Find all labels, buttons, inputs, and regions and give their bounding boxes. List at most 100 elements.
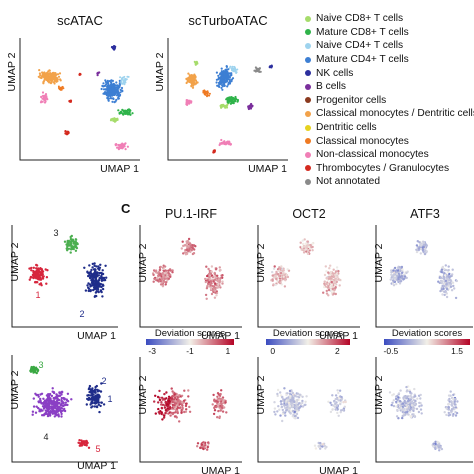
motif-point bbox=[273, 410, 276, 414]
cluster-point bbox=[70, 398, 73, 401]
motif-point bbox=[281, 396, 284, 399]
cluster-point bbox=[49, 411, 52, 415]
cluster-point bbox=[41, 405, 45, 408]
cluster-point bbox=[51, 390, 54, 393]
motif-point bbox=[289, 392, 292, 395]
motif-point bbox=[444, 279, 448, 283]
umap-point bbox=[101, 84, 104, 87]
umap-point bbox=[230, 96, 233, 99]
cluster-point bbox=[89, 289, 92, 293]
motif-point bbox=[210, 288, 213, 291]
motif-panel-axes bbox=[139, 357, 242, 463]
cluster-id-label: 4 bbox=[43, 432, 48, 442]
cluster-id-label: 5 bbox=[95, 444, 100, 454]
motif-title: OCT2 bbox=[292, 207, 325, 221]
legend-swatch bbox=[305, 178, 311, 185]
motif-point bbox=[395, 272, 399, 276]
motif-point bbox=[215, 267, 218, 270]
cluster-point bbox=[69, 251, 72, 254]
motif-point bbox=[216, 280, 220, 283]
motif-point bbox=[181, 400, 184, 404]
umap-point bbox=[222, 79, 225, 82]
umap-point bbox=[53, 76, 56, 79]
cluster-point bbox=[88, 390, 91, 394]
umap-point bbox=[121, 108, 124, 111]
motif-point bbox=[341, 408, 345, 412]
motif-panel-axes bbox=[257, 225, 360, 328]
cluster-point bbox=[62, 404, 65, 408]
cluster-point bbox=[102, 403, 106, 406]
cluster-point bbox=[87, 396, 91, 400]
motif-point bbox=[324, 265, 327, 268]
umap-point bbox=[222, 103, 225, 106]
umap-point bbox=[233, 98, 236, 101]
cluster-point bbox=[49, 407, 53, 410]
motif-point bbox=[215, 405, 218, 409]
motif-point bbox=[205, 287, 209, 290]
cell-type-legend: Naive CD8+ T cells Mature CD8+ T cells Nai… bbox=[305, 12, 474, 189]
cluster-point bbox=[87, 289, 90, 293]
umap-point bbox=[116, 87, 119, 90]
umap-point bbox=[217, 77, 220, 80]
motif-point bbox=[213, 290, 216, 293]
motif-point bbox=[417, 410, 421, 414]
motif-point bbox=[285, 408, 289, 411]
cluster-point bbox=[53, 404, 56, 407]
cluster-point bbox=[34, 392, 37, 395]
umap-point bbox=[224, 141, 227, 144]
umap-point bbox=[117, 95, 120, 98]
motif-point bbox=[392, 280, 395, 283]
umap-point bbox=[218, 83, 221, 86]
cluster-point bbox=[32, 276, 35, 280]
motif-point bbox=[165, 397, 168, 400]
cluster-point bbox=[66, 249, 69, 252]
motif-point bbox=[451, 401, 455, 404]
motif-point bbox=[209, 277, 212, 280]
umap-point bbox=[125, 78, 128, 81]
cluster-point bbox=[53, 415, 56, 418]
cluster-point bbox=[64, 401, 68, 404]
motif-point bbox=[157, 274, 160, 278]
motif-point bbox=[187, 245, 190, 248]
motif-point bbox=[296, 392, 299, 395]
motif-point bbox=[336, 397, 339, 401]
motif-point bbox=[213, 296, 217, 299]
legend-entry: Classical monocytes bbox=[305, 134, 474, 148]
motif-panel-axes bbox=[139, 225, 242, 328]
umap-point bbox=[231, 101, 234, 104]
umap-point bbox=[114, 100, 117, 103]
colorbar-tick: -1 bbox=[186, 346, 194, 356]
motif-point bbox=[276, 394, 279, 398]
motif-point bbox=[306, 244, 309, 247]
motif-point bbox=[449, 390, 452, 393]
cluster-point bbox=[84, 289, 88, 292]
motif-point bbox=[343, 405, 346, 408]
motif-point bbox=[329, 286, 332, 289]
motif-point bbox=[188, 410, 192, 413]
motif-point bbox=[211, 276, 215, 279]
cluster-id-label: 3 bbox=[38, 360, 43, 370]
umap-point bbox=[100, 87, 103, 91]
motif-point bbox=[327, 277, 331, 280]
umap-point bbox=[107, 93, 110, 96]
motif-point bbox=[213, 278, 217, 281]
motif-point bbox=[163, 274, 167, 277]
motif-point bbox=[405, 403, 408, 407]
motif-point bbox=[177, 394, 180, 397]
motif-point bbox=[204, 277, 207, 281]
motif-point bbox=[271, 274, 274, 277]
motif-point bbox=[274, 274, 277, 278]
motif-point bbox=[165, 269, 168, 273]
motif-point bbox=[401, 416, 404, 420]
motif-point bbox=[273, 407, 277, 410]
motif-point bbox=[204, 293, 208, 297]
umap-point bbox=[187, 100, 190, 103]
umap-point bbox=[123, 75, 126, 78]
motif-point bbox=[439, 445, 442, 449]
motif-point bbox=[397, 392, 401, 395]
cluster-point bbox=[36, 274, 39, 277]
motif-point bbox=[290, 409, 293, 413]
umap-point bbox=[121, 143, 124, 146]
motif-point bbox=[221, 274, 224, 277]
motif-point bbox=[305, 250, 308, 253]
